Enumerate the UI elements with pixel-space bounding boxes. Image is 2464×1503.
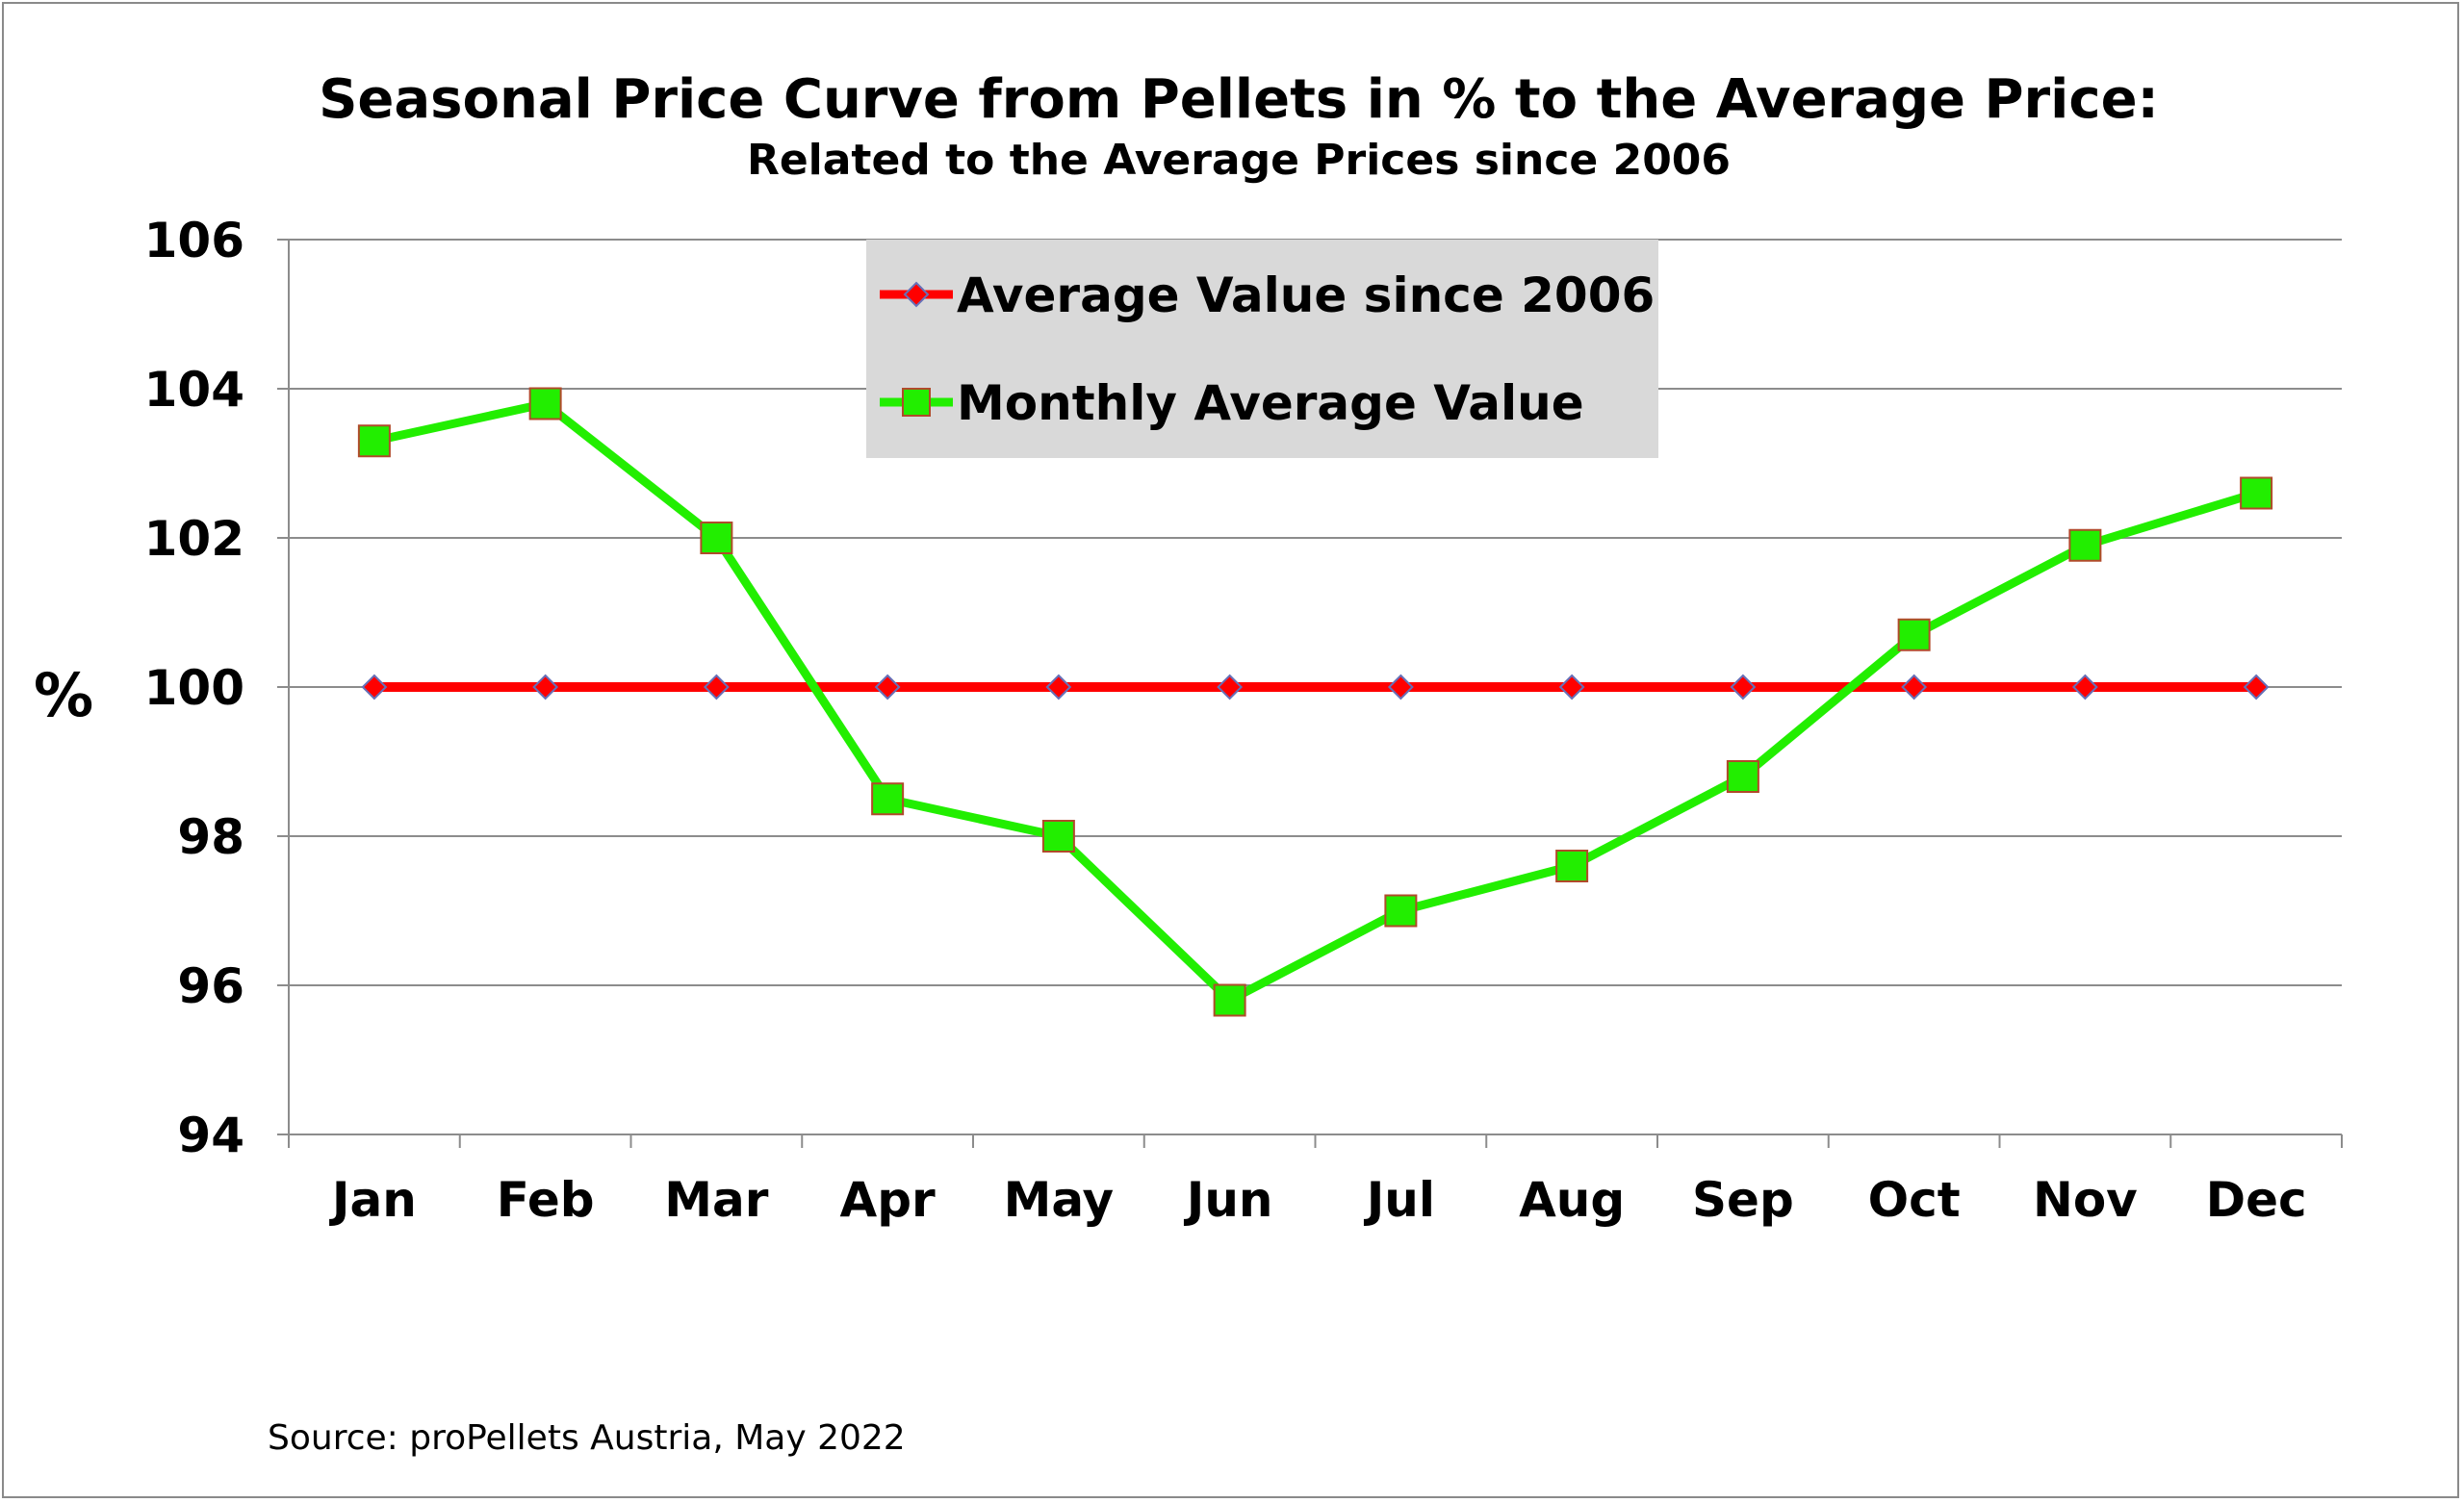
monthly-point <box>528 387 562 420</box>
legend-swatch-average-marker <box>903 281 930 308</box>
monthly-point <box>700 522 733 554</box>
average-point <box>361 674 388 701</box>
y-tick-label: 94 <box>177 1108 244 1163</box>
x-tick-label: Mar <box>664 1172 768 1228</box>
legend-background <box>866 240 1658 458</box>
legend-label-average: Average Value since 2006 <box>957 267 1655 323</box>
y-tick-label: 102 <box>144 511 244 567</box>
monthly-point <box>1041 820 1075 853</box>
y-tick-labels: 94 96 98 100 102 104 106 <box>144 213 244 1163</box>
legend-swatch-monthly-marker <box>902 388 931 417</box>
x-tick-label: May <box>1004 1172 1115 1228</box>
x-tick-label: Jun <box>1184 1172 1273 1228</box>
average-point <box>2243 674 2270 701</box>
chart-title: Seasonal Price Curve from Pellets in % t… <box>319 68 2159 131</box>
monthly-point <box>2068 528 2102 562</box>
y-tick-label: 98 <box>177 809 244 865</box>
legend-item-monthly: Monthly Average Value <box>880 375 1584 431</box>
average-point <box>2071 674 2098 701</box>
chart-subtitle: Related to the Average Prices since 2006 <box>747 136 1731 185</box>
y-tick-label: 100 <box>144 660 244 716</box>
x-tick-label: Feb <box>497 1172 595 1228</box>
series <box>357 387 2273 1017</box>
legend-label-monthly: Monthly Average Value <box>957 375 1584 431</box>
legend-item-average: Average Value since 2006 <box>880 267 1655 323</box>
series-line-monthly <box>372 399 2258 1005</box>
chart-canvas: Seasonal Price Curve from Pellets in % t… <box>34 68 2343 1458</box>
average-point <box>1387 674 1414 701</box>
legend: Average Value since 2006 Monthly Average… <box>866 240 1658 458</box>
average-point <box>874 674 901 701</box>
average-point <box>1045 674 1072 701</box>
average-point <box>1558 674 1585 701</box>
monthly-point <box>1897 618 1931 651</box>
monthly-point <box>1384 894 1418 928</box>
y-tick-label: 104 <box>144 362 244 418</box>
monthly-point <box>1555 850 1589 882</box>
y-tick-label: 96 <box>177 958 244 1014</box>
monthly-point <box>2240 476 2273 510</box>
x-tick-label: Sep <box>1692 1172 1794 1228</box>
x-tick-label: Apr <box>840 1172 936 1228</box>
x-tick-label: Aug <box>1519 1172 1625 1228</box>
average-point <box>1901 674 1928 701</box>
monthly-point <box>1213 983 1246 1017</box>
average-point <box>703 674 730 701</box>
axes <box>277 239 2343 1148</box>
x-tick-label: Jul <box>1364 1172 1435 1228</box>
x-tick-label: Dec <box>2206 1172 2307 1228</box>
x-tick-label: Jan <box>329 1172 417 1228</box>
source-note: Source: proPellets Austria, May 2022 <box>268 1418 906 1458</box>
average-point <box>1217 674 1244 701</box>
x-tick-label: Nov <box>2033 1172 2138 1228</box>
y-tick-label: 106 <box>144 213 244 268</box>
monthly-point <box>871 782 905 816</box>
y-axis-unit-label: % <box>34 660 93 730</box>
average-point <box>1730 674 1757 701</box>
monthly-point <box>357 424 391 458</box>
average-point <box>532 674 559 701</box>
x-tick-labels: Jan Feb Mar Apr May Jun Jul Aug Sep Oct Nov Dec <box>329 1172 2307 1228</box>
monthly-point <box>1726 760 1759 793</box>
x-tick-label: Oct <box>1868 1172 1961 1228</box>
